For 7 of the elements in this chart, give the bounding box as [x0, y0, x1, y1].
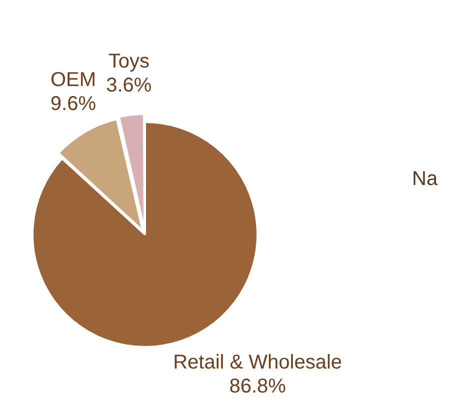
slice-label: Toys — [108, 50, 150, 72]
slice-label: OEM — [50, 68, 96, 91]
data-label: 86.8% — [229, 375, 286, 398]
data-label: 9.6% — [50, 92, 96, 115]
data-label: 3.6% — [106, 74, 152, 96]
slice-label: Retail & Wholesale — [173, 351, 342, 374]
text: Na — [412, 168, 438, 191]
